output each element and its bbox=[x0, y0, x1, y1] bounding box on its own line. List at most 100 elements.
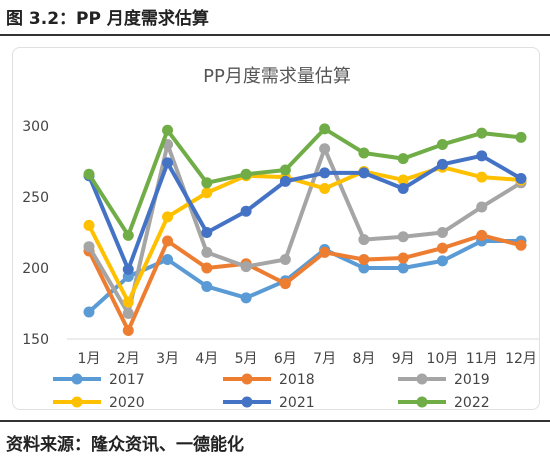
x-axis: 1月 2月 3月 4月 5月 6月 7月 8月 9月 10月 11月 12月 bbox=[67, 338, 539, 367]
legend-label: 2021 bbox=[279, 395, 315, 411]
y-tick-label: 300 bbox=[22, 119, 49, 135]
x-tick-label: 1月 bbox=[78, 351, 101, 367]
x-tick-label: 6月 bbox=[274, 351, 297, 367]
data-point bbox=[476, 171, 488, 183]
series-line bbox=[87, 126, 523, 238]
data-point bbox=[201, 246, 213, 258]
chart-area: PP月度需求量估算 150 200 250 300 1月 2月 3月 4月 5月 6月 7月 8月 9… bbox=[12, 47, 540, 411]
data-point bbox=[83, 306, 95, 318]
series-2022 bbox=[83, 123, 527, 241]
legend-label: 2018 bbox=[279, 372, 315, 388]
x-tick-label: 11月 bbox=[466, 351, 498, 367]
legend-swatch-marker bbox=[71, 396, 83, 408]
data-point bbox=[476, 127, 488, 139]
data-point bbox=[319, 167, 331, 179]
data-point bbox=[436, 138, 448, 150]
data-point bbox=[162, 211, 174, 223]
data-point bbox=[319, 143, 331, 155]
data-point bbox=[397, 231, 409, 243]
figure-caption: 图 3.2：PP 月度需求估算 bbox=[6, 9, 209, 29]
data-point bbox=[240, 261, 252, 273]
series-2021 bbox=[83, 150, 527, 275]
data-point bbox=[515, 239, 527, 251]
legend-item-2017: 2017 bbox=[53, 372, 145, 388]
y-tick-label: 200 bbox=[22, 261, 49, 277]
data-point bbox=[515, 173, 527, 185]
legend-swatch-marker bbox=[416, 396, 428, 408]
x-tick-label: 7月 bbox=[313, 351, 336, 367]
data-point bbox=[436, 227, 448, 238]
data-point bbox=[201, 280, 213, 292]
legend: 2017 2018 2019 2020 2021 2022 bbox=[53, 372, 490, 411]
line-chart: PP月度需求量估算 150 200 250 300 1月 2月 3月 4月 5月 6月 7月 8月 9… bbox=[22, 66, 539, 411]
series-line bbox=[87, 142, 523, 316]
data-point bbox=[476, 201, 488, 213]
data-point bbox=[358, 262, 370, 274]
legend-swatch-marker bbox=[416, 373, 428, 385]
data-point bbox=[240, 205, 252, 217]
data-point bbox=[83, 219, 95, 231]
data-point bbox=[162, 253, 174, 265]
data-point bbox=[436, 242, 448, 254]
y-tick-label: 250 bbox=[22, 190, 49, 206]
data-point bbox=[319, 123, 331, 135]
data-point bbox=[162, 157, 174, 169]
data-point bbox=[436, 158, 448, 170]
legend-item-2022: 2022 bbox=[398, 395, 490, 411]
data-point bbox=[397, 252, 409, 264]
data-point bbox=[358, 147, 370, 159]
data-point bbox=[358, 234, 370, 246]
data-point bbox=[83, 168, 95, 180]
data-point bbox=[162, 235, 174, 247]
legend-item-2020: 2020 bbox=[53, 395, 145, 411]
data-point bbox=[201, 227, 213, 238]
legend-label: 2020 bbox=[109, 395, 145, 411]
x-tick-label: 9月 bbox=[392, 351, 415, 367]
data-point bbox=[436, 255, 448, 267]
data-point bbox=[279, 175, 291, 187]
data-point bbox=[358, 253, 370, 265]
legend-item-2018: 2018 bbox=[223, 372, 315, 388]
data-point bbox=[279, 253, 291, 265]
x-tick-label: 12月 bbox=[505, 351, 537, 367]
data-point bbox=[240, 168, 252, 180]
data-point bbox=[319, 246, 331, 258]
x-tick-label: 2月 bbox=[117, 351, 140, 367]
data-point bbox=[201, 187, 213, 199]
x-tick-label: 4月 bbox=[195, 351, 218, 367]
data-point bbox=[515, 131, 527, 143]
series-layer bbox=[83, 123, 527, 336]
data-point bbox=[319, 182, 331, 194]
source-note: 资料来源：隆众资讯、一德能化 bbox=[6, 435, 244, 455]
y-axis: 150 200 250 300 bbox=[22, 119, 49, 348]
data-point bbox=[162, 124, 174, 136]
data-point bbox=[279, 164, 291, 176]
series-2018 bbox=[83, 229, 527, 336]
legend-label: 2022 bbox=[454, 395, 490, 411]
x-tick-label: 10月 bbox=[427, 351, 459, 367]
series-2019 bbox=[83, 138, 527, 319]
chart-title: PP月度需求量估算 bbox=[203, 66, 351, 87]
y-tick-label: 150 bbox=[22, 332, 49, 348]
bottom-rule bbox=[0, 420, 550, 422]
data-point bbox=[397, 153, 409, 165]
series-line bbox=[87, 233, 523, 333]
data-point bbox=[83, 241, 95, 253]
legend-item-2021: 2021 bbox=[223, 395, 315, 411]
data-point bbox=[397, 182, 409, 194]
data-point bbox=[122, 307, 134, 319]
data-point bbox=[476, 150, 488, 162]
legend-swatch-marker bbox=[241, 396, 253, 408]
series-line bbox=[87, 153, 523, 272]
x-tick-label: 8月 bbox=[352, 351, 375, 367]
data-point bbox=[476, 229, 488, 241]
data-point bbox=[240, 292, 252, 304]
legend-swatch-marker bbox=[241, 373, 253, 385]
data-point bbox=[122, 263, 134, 275]
data-point bbox=[122, 324, 134, 336]
data-point bbox=[397, 262, 409, 274]
legend-item-2019: 2019 bbox=[398, 372, 490, 388]
x-tick-label: 3月 bbox=[156, 351, 179, 367]
series-line bbox=[87, 239, 523, 315]
legend-label: 2019 bbox=[454, 372, 490, 388]
